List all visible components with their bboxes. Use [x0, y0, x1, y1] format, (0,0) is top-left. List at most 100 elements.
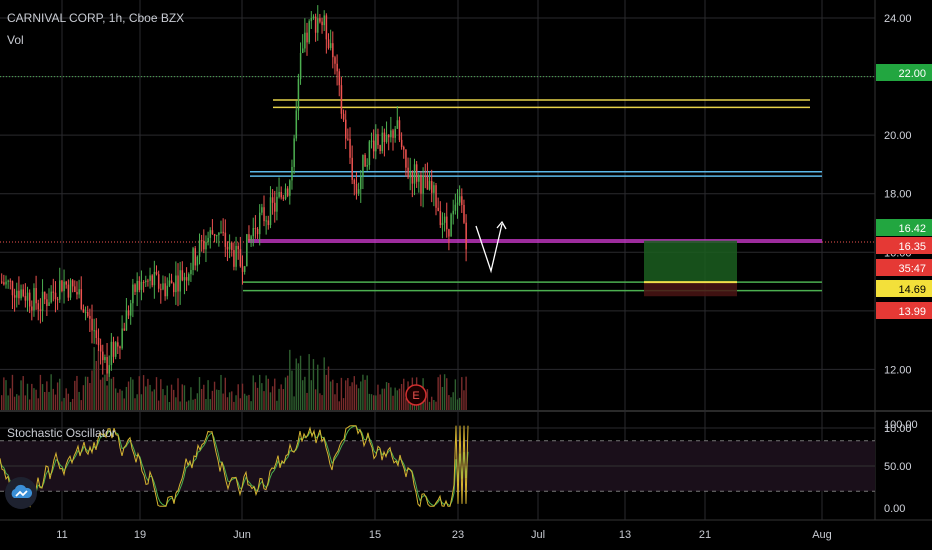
candle-body [415, 164, 418, 182]
candle-body [265, 220, 267, 222]
candle-body [461, 196, 463, 205]
candle-body [218, 232, 220, 236]
volume-bar [280, 384, 282, 410]
candle-body [106, 357, 108, 374]
candle-body [145, 280, 147, 283]
candle-body [420, 174, 422, 194]
candle-body [39, 309, 42, 311]
candle-body [127, 310, 130, 316]
candle-body [134, 284, 136, 292]
candle-body [211, 230, 214, 234]
volume-bar [200, 388, 203, 410]
price-tag [876, 219, 932, 236]
candle-body [254, 228, 257, 230]
volume-bar [71, 398, 74, 410]
candle-body [336, 63, 338, 72]
candle-body [173, 283, 175, 293]
volume-bar [454, 379, 457, 410]
time-tick-label: 13 [619, 529, 631, 541]
candle-body [334, 57, 336, 64]
volume-bar [278, 388, 280, 410]
price-tick-label: 24.00 [884, 13, 912, 25]
candle-body [355, 183, 358, 194]
candle-body [20, 289, 22, 299]
volume-bar [246, 395, 248, 410]
volume-bar [256, 387, 259, 410]
volume-bar [439, 374, 441, 410]
volume-bar [424, 395, 426, 410]
candle-body [392, 130, 394, 138]
candle-body [353, 179, 356, 184]
earnings-event-marker[interactable]: E [405, 384, 427, 406]
price-tag-label: 16.35 [898, 241, 926, 253]
candle-body [452, 210, 454, 215]
trade-position-box[interactable] [644, 240, 737, 297]
volume-bar [183, 385, 186, 410]
volume-bar [198, 377, 201, 410]
candle-body [357, 189, 360, 194]
volume-bar [381, 388, 383, 410]
volume-bar [13, 396, 16, 410]
candle-body [213, 233, 216, 236]
volume-bar [147, 378, 149, 410]
candle-body [226, 246, 229, 250]
volume-bar [271, 386, 274, 410]
loss-zone[interactable] [644, 282, 737, 297]
volume-bar [157, 400, 160, 410]
zigzag-projection[interactable] [475, 223, 503, 274]
candle-body [220, 231, 222, 233]
candle-body [108, 365, 110, 374]
candle-body [312, 16, 315, 18]
candle-body [259, 212, 261, 235]
price-tag-label: 16.42 [898, 223, 926, 235]
candle-body [138, 280, 141, 290]
volume-bar [334, 394, 336, 410]
stoch-d-line [0, 425, 469, 507]
volume-bar [22, 376, 24, 410]
volume-bar [243, 393, 246, 410]
volume-bar [233, 401, 235, 410]
volume-bar [207, 380, 209, 410]
candle-body [48, 302, 50, 306]
profit-zone[interactable] [644, 240, 737, 283]
volume-bar [63, 397, 65, 410]
candle-body [31, 306, 33, 311]
volume-bar [317, 364, 319, 410]
event-marker-icon[interactable] [405, 384, 427, 406]
candle-body [117, 342, 119, 347]
cloud-logo-icon[interactable] [5, 477, 37, 509]
candle-body [3, 282, 5, 285]
candle-body [74, 286, 76, 292]
candle-body [121, 328, 123, 349]
candle-body [22, 289, 24, 297]
volume-bar [289, 349, 291, 410]
projection-arrow[interactable] [475, 220, 507, 274]
volume-bar [388, 382, 390, 410]
volume-bar [175, 397, 177, 410]
time-axis[interactable]: 11 19 Jun 15 23 Jul 13 21 Aug [56, 529, 832, 541]
candle-body [248, 234, 250, 240]
candle-body [418, 174, 420, 182]
volume-bar [353, 376, 355, 410]
candle-body [375, 134, 377, 152]
volume-bar [293, 396, 295, 410]
candle-body [114, 342, 117, 357]
volume-bar [54, 394, 57, 410]
volume-bar [168, 401, 171, 410]
volume-bar [400, 383, 403, 410]
candle-body [396, 120, 399, 129]
volume-bar [269, 392, 272, 410]
candle-body [198, 240, 201, 257]
volume-bar [396, 390, 398, 410]
candle-body [454, 204, 457, 211]
candle-body [458, 196, 461, 203]
volume-bar [119, 389, 121, 410]
volume-bar [248, 394, 250, 410]
volume-bar [78, 391, 80, 410]
volume-bar [145, 386, 147, 410]
volume-bar [216, 389, 218, 410]
candle-body [314, 16, 317, 33]
volume-bar [203, 384, 205, 410]
volume-bar [52, 388, 54, 410]
